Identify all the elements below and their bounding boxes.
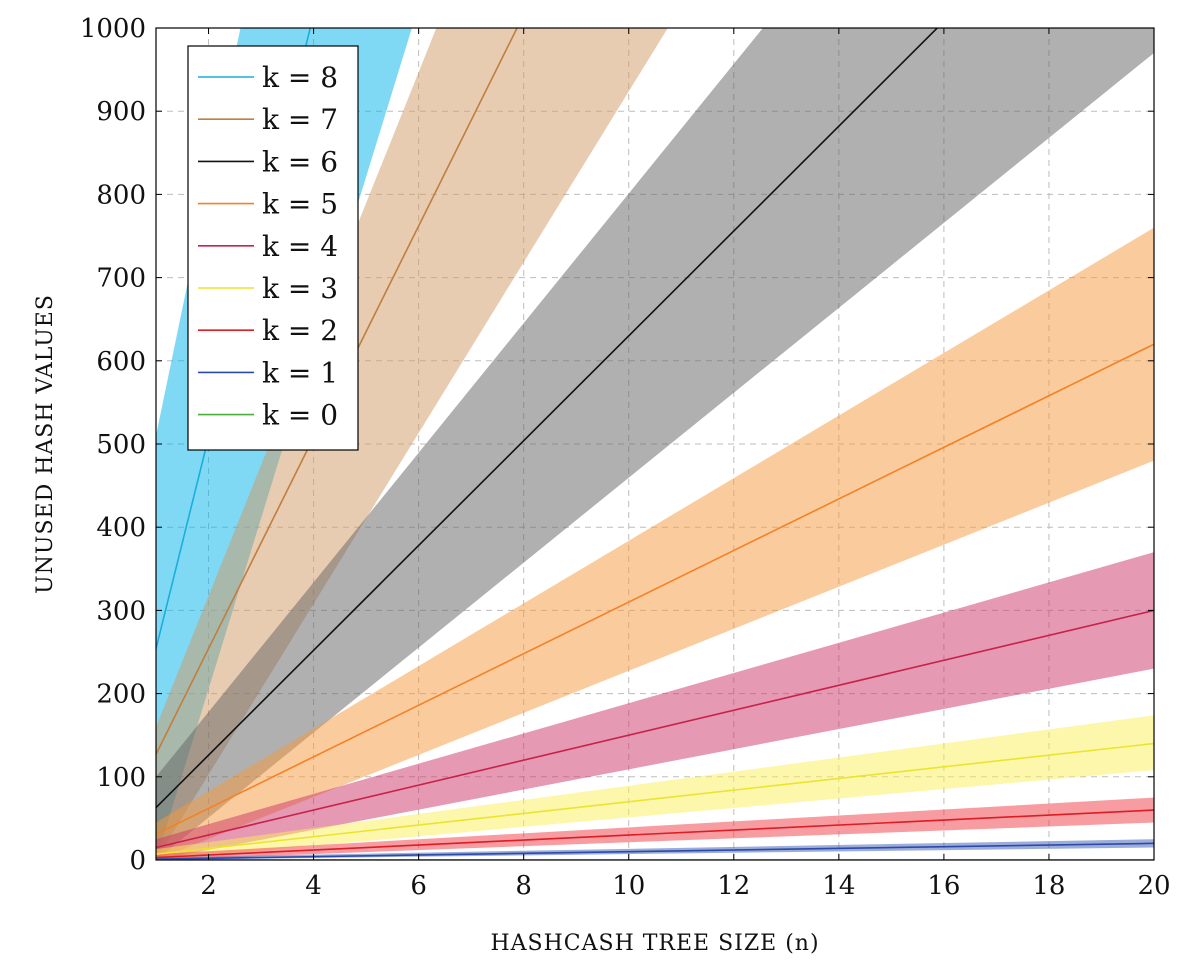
y-tick-label: 600 xyxy=(96,347,146,377)
x-axis-label: HASHCASH TREE SIZE (n) xyxy=(490,931,819,956)
legend-label-k-6: k = 6 xyxy=(262,145,338,178)
x-tick-label: 16 xyxy=(927,871,960,901)
legend-box xyxy=(187,45,359,451)
axis-tick-labels: 2 4 6 8 10 12 14 16 18 20010020030040050060070080… xyxy=(80,14,1171,901)
y-tick-label: 1000 xyxy=(80,14,146,44)
x-tick-label: 12 xyxy=(717,871,750,901)
line-k-4 xyxy=(156,609,1154,849)
legend-label-k-5: k = 5 xyxy=(262,188,338,221)
legend-label-k-8: k = 8 xyxy=(262,61,338,94)
axis-ticks xyxy=(156,27,1155,861)
legend-label-k-7: k = 7 xyxy=(262,103,338,136)
x-tick-label: 6 xyxy=(410,871,427,901)
band-k-6 xyxy=(156,28,1154,860)
y-tick-label: 100 xyxy=(96,763,146,793)
band-k-3 xyxy=(156,715,1154,860)
band-k-4 xyxy=(156,552,1154,860)
y-tick-label: 700 xyxy=(96,264,146,294)
x-tick-label: 10 xyxy=(612,871,645,901)
legend-label-k-2: k = 2 xyxy=(262,314,338,347)
y-tick-label: 300 xyxy=(96,596,146,626)
legend-label-k-3: k = 3 xyxy=(262,272,338,305)
y-tick-label: 400 xyxy=(96,513,146,543)
band-k-2 xyxy=(156,797,1154,860)
line-k-5 xyxy=(156,343,1154,835)
legend-label-k-0: k = 0 xyxy=(262,399,338,432)
y-tick-label: 500 xyxy=(96,430,146,460)
legend: k = 8 k = 7 k = 6 k = 5 k = 4 k = 3 k = 2 k = 1… xyxy=(187,45,359,451)
x-tick-label: 20 xyxy=(1137,871,1170,901)
line-k-1 xyxy=(156,842,1154,860)
x-tick-label: 2 xyxy=(200,871,217,901)
x-tick-label: 8 xyxy=(515,871,532,901)
legend-label-k-1: k = 1 xyxy=(262,356,338,389)
x-tick-label: 18 xyxy=(1032,871,1065,901)
legend-label-k-4: k = 4 xyxy=(262,230,338,263)
y-tick-label: 200 xyxy=(96,680,146,710)
line-k-3 xyxy=(156,742,1154,855)
y-tick-label: 800 xyxy=(96,180,146,210)
y-axis-label: UNUSED HASH VALUES xyxy=(33,294,58,594)
line-k-2 xyxy=(156,809,1154,859)
line-k-6 xyxy=(156,28,939,809)
x-tick-label: 4 xyxy=(305,871,322,901)
y-tick-label: 900 xyxy=(96,97,146,127)
y-tick-label: 0 xyxy=(129,846,146,876)
band-k-5 xyxy=(156,227,1154,860)
x-tick-label: 14 xyxy=(822,871,855,901)
